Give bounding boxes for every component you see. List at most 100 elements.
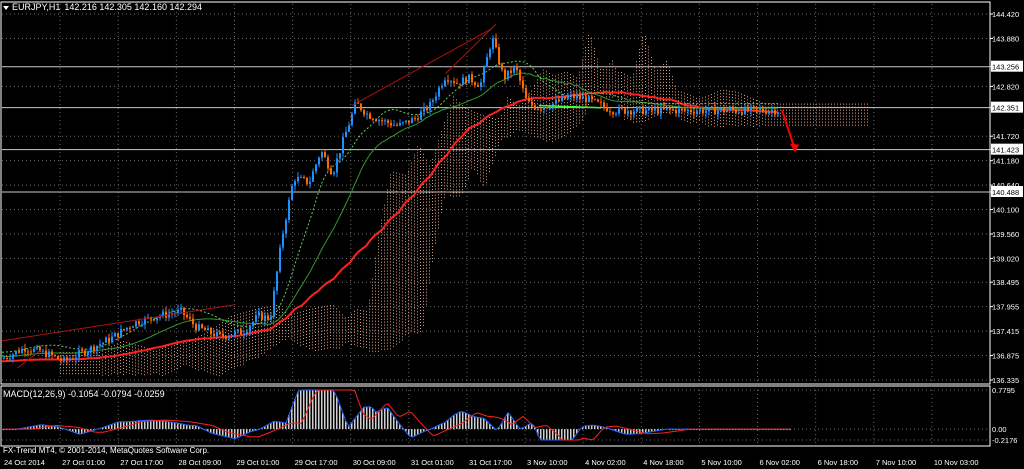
cloud-dot <box>642 72 643 74</box>
cloud-dot <box>117 364 118 366</box>
candle-body <box>108 337 110 343</box>
cloud-dot <box>204 336 205 338</box>
cloud-dot <box>549 73 550 75</box>
candle-body <box>129 327 131 329</box>
cloud-dot <box>177 358 178 360</box>
cloud-dot <box>477 155 478 157</box>
cloud-dot <box>402 288 403 290</box>
cloud-dot <box>510 98 511 100</box>
cloud-dot <box>111 349 112 351</box>
cloud-dot <box>414 223 415 225</box>
cloud-dot <box>420 259 421 261</box>
cloud-dot <box>219 372 220 374</box>
cloud-dot <box>444 170 445 172</box>
cloud-dot <box>180 344 181 346</box>
cloud-dot <box>270 345 271 347</box>
cloud-dot <box>441 131 442 133</box>
cloud-dot <box>648 118 649 120</box>
cloud-dot <box>390 336 391 338</box>
cloud-dot <box>417 302 418 304</box>
cloud-dot <box>387 306 388 308</box>
cloud-dot <box>600 90 601 92</box>
cloud-dot <box>249 310 250 312</box>
cloud-dot <box>465 170 466 172</box>
candle-body <box>624 108 626 114</box>
cloud-dot <box>147 369 148 371</box>
cloud-dot <box>774 103 775 105</box>
time-axis-label: 4 Nov 02:00 <box>585 458 625 467</box>
cloud-dot <box>777 121 778 123</box>
candle-body <box>540 109 542 111</box>
cloud-dot <box>384 318 385 320</box>
cloud-dot <box>441 191 442 193</box>
cloud-dot <box>390 210 391 212</box>
cloud-dot <box>120 368 121 370</box>
cloud-dot <box>189 346 190 348</box>
cloud-dot <box>378 305 379 307</box>
cloud-dot <box>444 140 445 142</box>
cloud-dot <box>408 173 409 175</box>
cloud-dot <box>408 278 409 280</box>
cloud-dot <box>384 216 385 218</box>
cloud-dot <box>393 282 394 284</box>
cloud-dot <box>93 355 94 357</box>
cloud-dot <box>240 316 241 318</box>
cloud-dot <box>321 309 322 311</box>
cloud-dot <box>846 118 847 120</box>
cloud-dot <box>660 72 661 74</box>
cloud-dot <box>864 115 865 117</box>
cloud-dot <box>465 152 466 154</box>
cloud-dot <box>600 87 601 89</box>
cloud-dot <box>492 132 493 134</box>
cloud-dot <box>153 362 154 364</box>
cloud-dot <box>399 242 400 244</box>
cloud-dot <box>384 213 385 215</box>
cloud-dot <box>378 284 379 286</box>
cloud-dot <box>825 112 826 114</box>
cloud-dot <box>732 115 733 117</box>
cloud-dot <box>246 335 247 337</box>
cloud-dot <box>414 226 415 228</box>
cloud-dot <box>390 189 391 191</box>
cloud-dot <box>462 105 463 107</box>
cloud-dot <box>369 350 370 352</box>
cloud-dot <box>486 179 487 181</box>
cloud-dot <box>390 345 391 347</box>
cloud-dot <box>579 119 580 121</box>
cloud-dot <box>420 235 421 237</box>
cloud-dot <box>741 117 742 119</box>
cloud-dot <box>450 116 451 118</box>
cloud-dot <box>372 317 373 319</box>
cloud-dot <box>426 162 427 164</box>
cloud-dot <box>645 47 646 49</box>
cloud-dot <box>324 306 325 308</box>
cloud-dot <box>399 188 400 190</box>
cloud-dot <box>438 209 439 211</box>
cloud-dot <box>543 78 544 80</box>
cloud-dot <box>417 254 418 256</box>
cloud-dot <box>414 259 415 261</box>
candle-body <box>345 131 347 138</box>
cloud-dot <box>438 194 439 196</box>
cloud-dot <box>414 241 415 243</box>
cloud-dot <box>684 95 685 97</box>
cloud-dot <box>408 272 409 274</box>
cloud-dot <box>153 353 154 355</box>
candle-body <box>81 350 83 352</box>
time-axis-label: 29 Oct 01:00 <box>236 458 279 467</box>
cloud-dot <box>312 329 313 331</box>
cloud-dot <box>810 109 811 111</box>
cloud-dot <box>405 199 406 201</box>
cloud-dot <box>150 352 151 354</box>
cloud-dot <box>414 214 415 216</box>
cloud-dot <box>579 116 580 118</box>
cloud-dot <box>384 237 385 239</box>
cloud-dot <box>114 356 115 358</box>
cloud-dot <box>651 56 652 58</box>
cloud-dot <box>480 129 481 131</box>
cloud-dot <box>228 363 229 365</box>
cloud-dot <box>786 103 787 105</box>
cloud-dot <box>570 130 571 132</box>
